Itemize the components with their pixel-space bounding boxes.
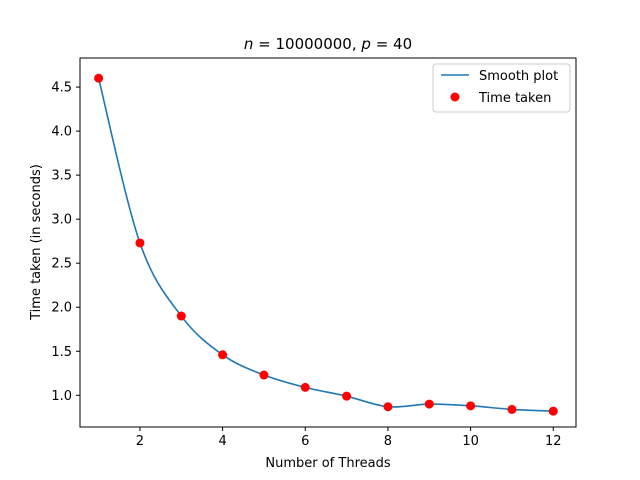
title-separator: , — [352, 35, 362, 53]
title-p-symbol: p — [360, 35, 371, 53]
x-axis-ticks: 2 4 6 8 10 12 — [136, 427, 562, 449]
x-tick-label: 2 — [136, 434, 144, 449]
title-p-value: 40 — [393, 35, 412, 53]
time-taken-point — [466, 401, 476, 411]
chart-title: n = 10000000, p = 40 — [244, 35, 412, 53]
title-equals-2: = — [371, 35, 393, 53]
x-axis-label: Number of Threads — [265, 456, 390, 471]
y-tick-label: 1.0 — [51, 389, 72, 404]
plot-area-frame — [79, 57, 577, 428]
title-n-symbol: n — [244, 35, 254, 53]
time-taken-point — [94, 73, 104, 83]
x-tick-label: 12 — [545, 434, 562, 449]
time-taken-point — [548, 406, 558, 416]
time-taken-point — [218, 350, 228, 360]
y-tick-label: 2.0 — [51, 301, 72, 316]
time-taken-point — [383, 402, 393, 412]
time-taken-point — [424, 399, 434, 409]
time-taken-point — [300, 382, 310, 392]
y-axis-label: Time taken (in seconds) — [29, 164, 44, 321]
time-taken-point — [507, 404, 517, 414]
series-time-taken — [94, 73, 558, 416]
x-tick-label: 8 — [384, 434, 392, 449]
y-tick-label: 4.0 — [51, 125, 72, 140]
y-tick-label: 1.5 — [51, 345, 72, 360]
title-equals: = — [253, 35, 275, 53]
time-taken-point — [176, 311, 186, 321]
y-tick-label: 2.5 — [51, 257, 72, 272]
y-tick-label: 4.5 — [51, 81, 72, 96]
legend-label-time-taken: Time taken — [478, 91, 551, 106]
legend: Smooth plot Time taken — [432, 63, 571, 113]
time-taken-point — [259, 370, 269, 380]
legend-label-smooth-plot: Smooth plot — [479, 69, 558, 84]
x-tick-label: 4 — [218, 434, 226, 449]
x-tick-label: 10 — [462, 434, 479, 449]
y-tick-label: 3.5 — [51, 169, 72, 184]
y-axis-ticks: 1.0 1.5 2.0 2.5 3.0 3.5 4.0 4.5 — [51, 81, 80, 404]
y-tick-label: 3.0 — [51, 213, 72, 228]
time-taken-point — [342, 391, 352, 401]
time-taken-point — [135, 238, 145, 248]
title-n-value: 10000000 — [275, 35, 351, 53]
x-tick-label: 6 — [301, 434, 309, 449]
legend-box — [432, 63, 571, 113]
legend-swatch-time-taken — [450, 92, 460, 102]
